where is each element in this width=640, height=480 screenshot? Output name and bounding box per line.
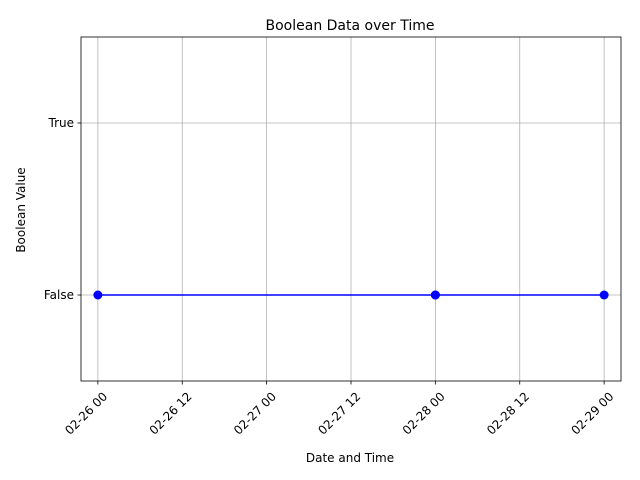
y-tick-label: True <box>48 116 75 130</box>
series-layer <box>93 290 609 300</box>
x-axis-label: Date and Time <box>306 451 394 465</box>
data-point <box>430 290 440 300</box>
y-axis-label: Boolean Value <box>14 167 28 252</box>
data-point <box>93 290 103 300</box>
chart-title: Boolean Data over Time <box>266 18 435 34</box>
data-point <box>599 290 609 300</box>
y-tick-label: False <box>44 288 74 302</box>
